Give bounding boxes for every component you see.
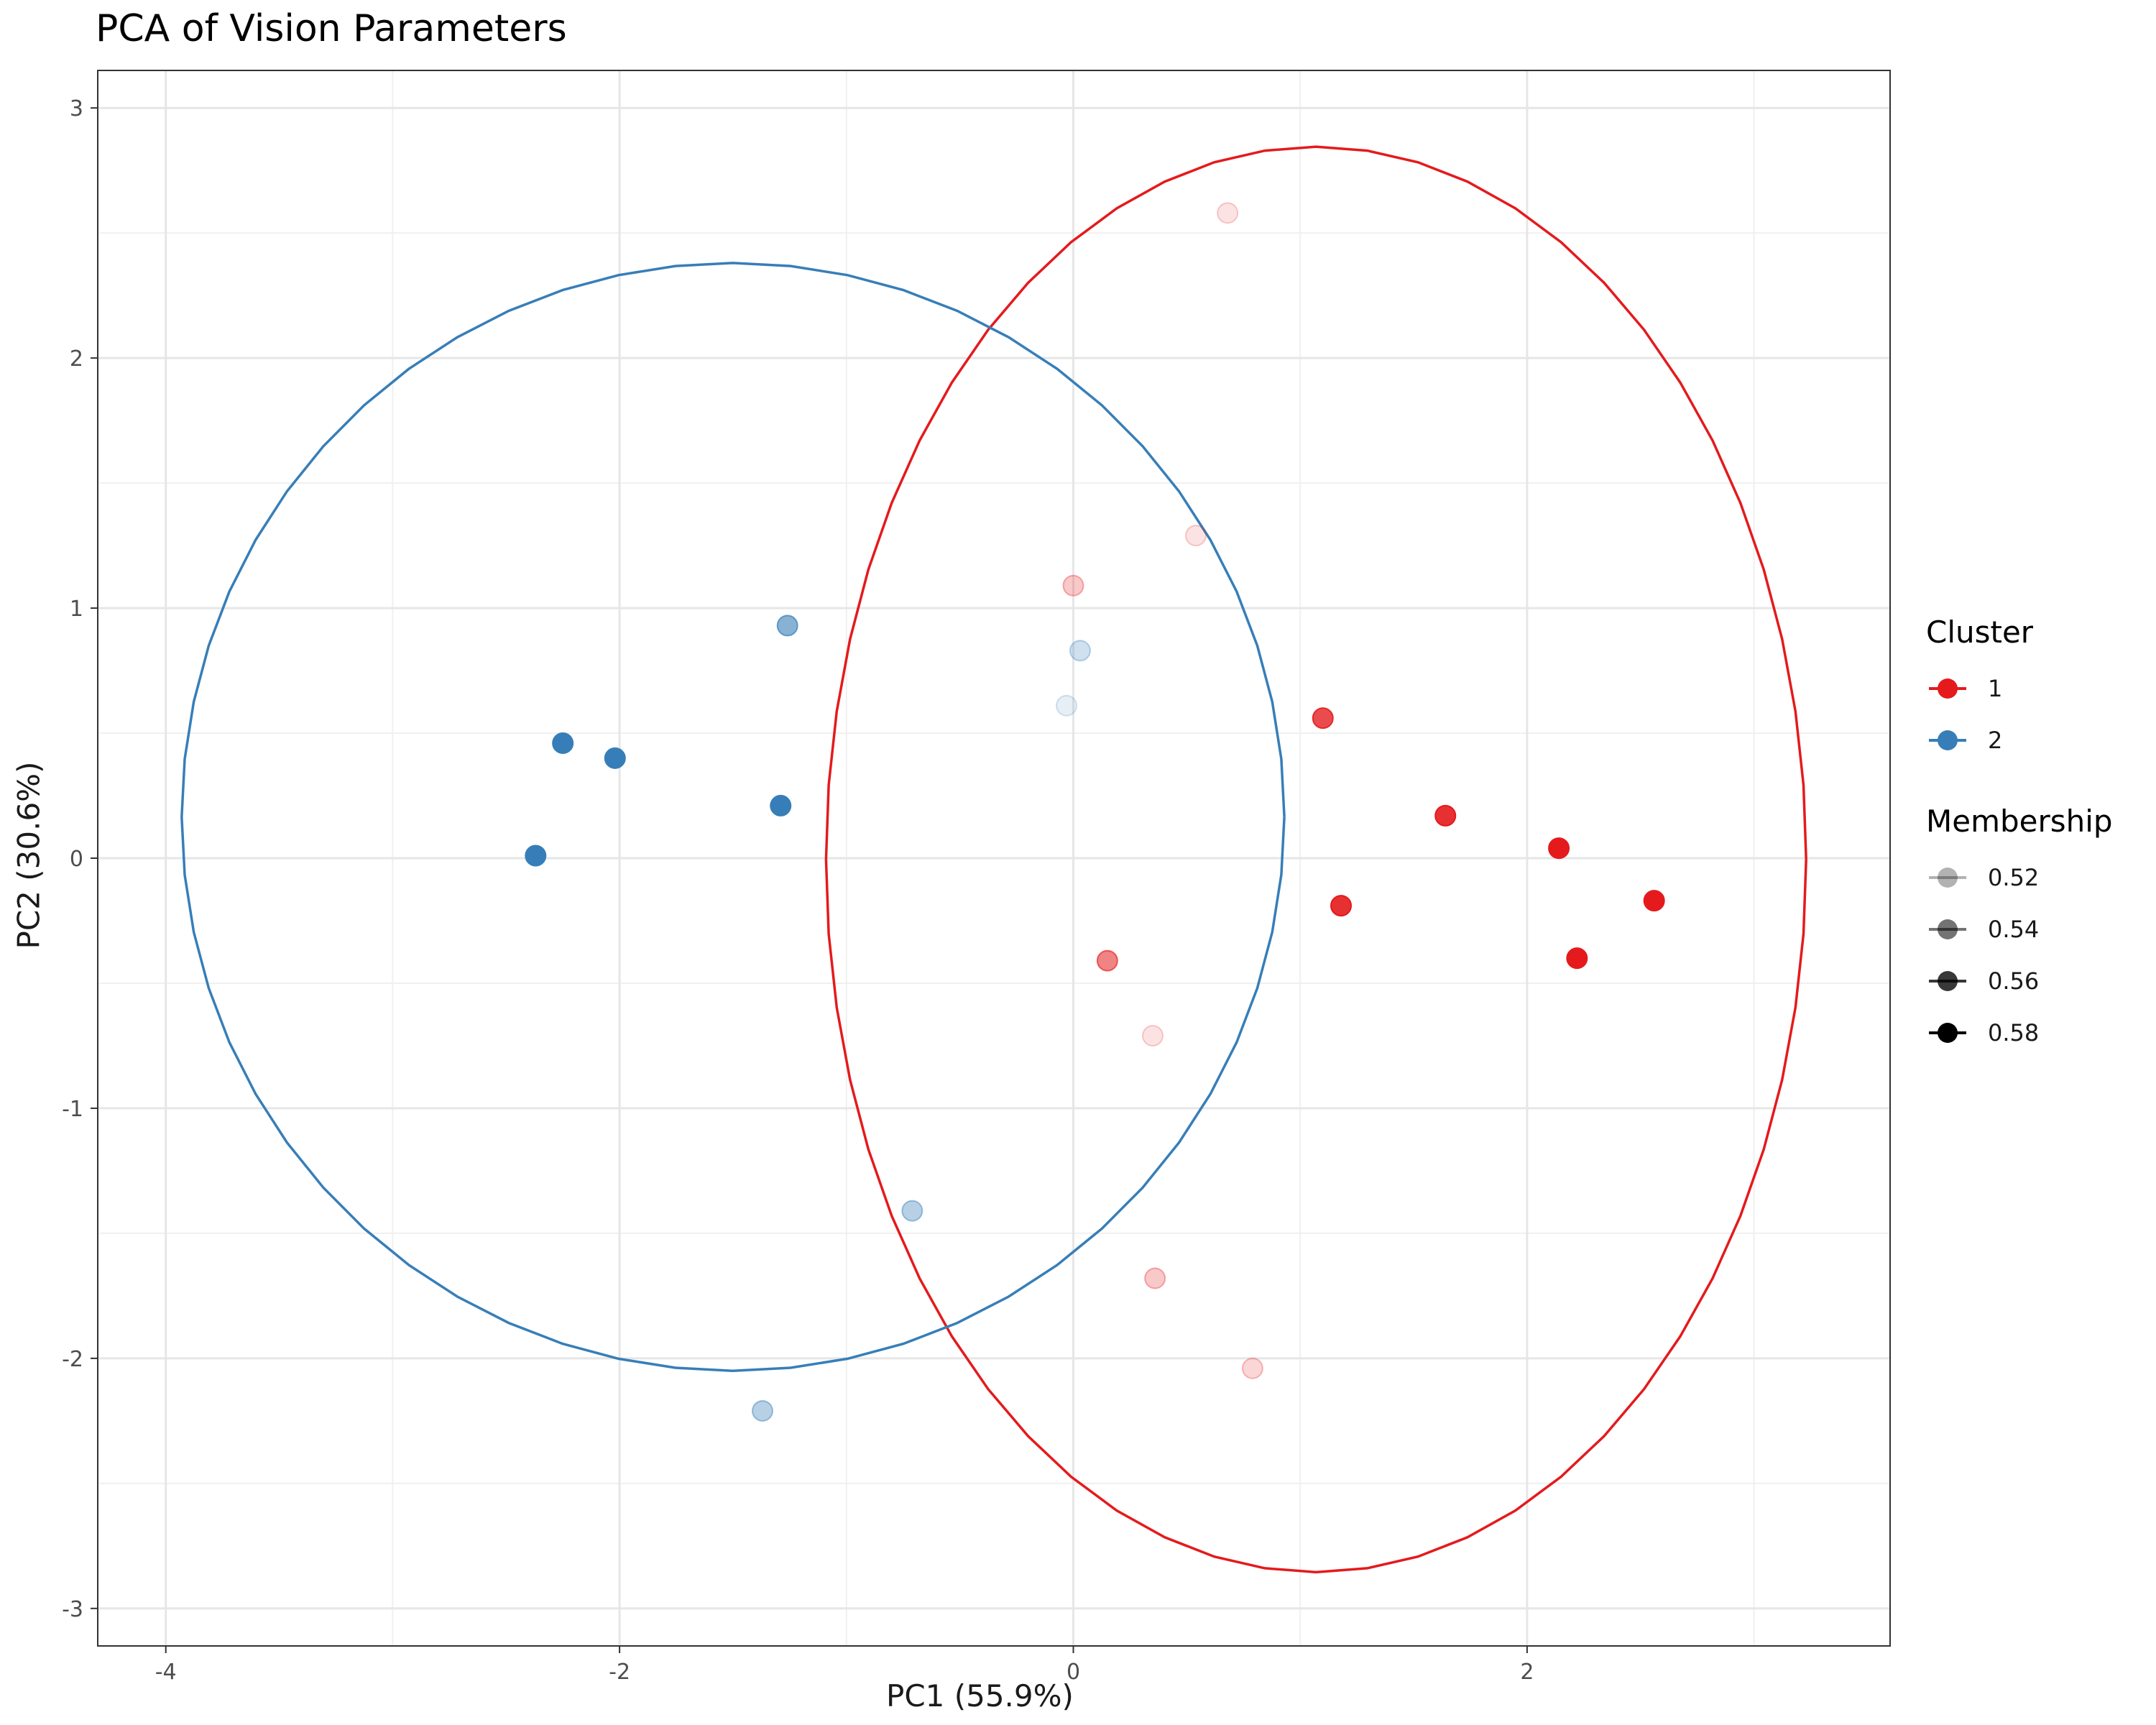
cluster-legend-item: 2 bbox=[1926, 714, 2142, 766]
cluster-1-point bbox=[1184, 525, 1207, 547]
membership-legend: Membership 0.52 0.54 0.56 0.58 bbox=[1926, 804, 2142, 1059]
legend-label: 0.58 bbox=[1988, 1019, 2040, 1046]
cluster-2-point bbox=[552, 732, 574, 754]
data-points bbox=[525, 202, 1665, 1422]
y-tick-label: -1 bbox=[62, 1097, 83, 1122]
y-tick-label: 0 bbox=[70, 847, 83, 872]
cluster-1-ellipse bbox=[824, 145, 1807, 1574]
membership-legend-title: Membership bbox=[1926, 804, 2113, 839]
y-axis-label: PC2 (30.6%) bbox=[11, 761, 47, 949]
grid-lines bbox=[98, 70, 1890, 1646]
cluster-1-point bbox=[1141, 1025, 1164, 1047]
legend-label: 0.52 bbox=[1988, 864, 2040, 891]
legend-key bbox=[1929, 971, 1966, 991]
cluster-1-point bbox=[1643, 890, 1665, 912]
cluster-ellipses bbox=[180, 145, 1807, 1574]
cluster-1-point bbox=[1330, 895, 1353, 917]
y-tick-label: 1 bbox=[70, 597, 83, 622]
legend-key bbox=[1929, 868, 1966, 888]
legend-label: 0.54 bbox=[1988, 916, 2040, 943]
cluster-1-point bbox=[1062, 574, 1084, 597]
cluster-1-point bbox=[1312, 707, 1334, 730]
legend-label: 0.56 bbox=[1988, 967, 2040, 995]
chart-title: PCA of Vision Parameters bbox=[96, 7, 567, 50]
cluster-2-point bbox=[525, 845, 547, 867]
x-axis-label: PC1 (55.9%) bbox=[886, 1678, 1074, 1714]
y-tick-label: -3 bbox=[62, 1597, 83, 1622]
membership-legend-item: 0.58 bbox=[1926, 1007, 2142, 1059]
legend-label: 2 bbox=[1988, 727, 2003, 754]
cluster-2-point bbox=[604, 747, 626, 769]
y-tick-label: -2 bbox=[62, 1347, 83, 1372]
legend-key bbox=[1929, 919, 1966, 939]
cluster-1-point bbox=[1548, 837, 1570, 860]
legend-key bbox=[1929, 678, 1966, 699]
cluster-1-point bbox=[1434, 804, 1457, 827]
cluster-1-point bbox=[1096, 949, 1118, 972]
cluster-1-point bbox=[1144, 1267, 1166, 1289]
cluster-2-point bbox=[776, 615, 798, 637]
cluster-legend-item: 1 bbox=[1926, 663, 2142, 714]
y-tick-label: 3 bbox=[70, 96, 83, 121]
legend-label: 1 bbox=[1988, 675, 2003, 702]
x-tick-label: 2 bbox=[1520, 1660, 1534, 1685]
legend-key bbox=[1929, 1023, 1966, 1043]
y-tick-label: 2 bbox=[70, 346, 83, 372]
cluster-2-point bbox=[901, 1200, 923, 1222]
cluster-2-point bbox=[751, 1399, 773, 1422]
cluster-2-point bbox=[1056, 694, 1078, 717]
membership-legend-item: 0.52 bbox=[1926, 852, 2142, 903]
cluster-1-point bbox=[1241, 1357, 1263, 1379]
cluster-2-point bbox=[1069, 640, 1091, 662]
cluster-1-point bbox=[1566, 947, 1588, 970]
axis-ticks: -4 -2 0 2 -3 -2 -1 0 1 2 3 bbox=[62, 96, 1534, 1685]
membership-legend-items: 0.52 0.54 0.56 0.58 bbox=[1926, 852, 2142, 1059]
legend-key bbox=[1929, 730, 1966, 750]
membership-legend-item: 0.54 bbox=[1926, 903, 2142, 955]
cluster-legend-title: Cluster bbox=[1926, 615, 2034, 650]
cluster-2-ellipse bbox=[180, 262, 1286, 1373]
cluster-2-point bbox=[770, 794, 792, 816]
x-tick-label: 0 bbox=[1067, 1660, 1080, 1685]
cluster-1-point bbox=[1217, 202, 1239, 224]
x-tick-label: -2 bbox=[609, 1660, 630, 1685]
membership-legend-item: 0.56 bbox=[1926, 955, 2142, 1007]
x-tick-label: -4 bbox=[155, 1660, 177, 1685]
